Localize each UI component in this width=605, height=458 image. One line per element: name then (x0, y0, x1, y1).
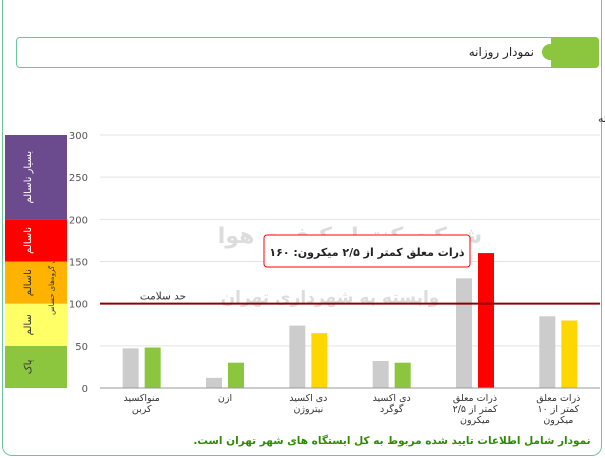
chart-title: شاخص کیفیت هوا در ساعت ۱۱مورخ ۱۳۹۴/۱۰/۰۹… (598, 111, 605, 125)
bar-previous-day[interactable] (372, 361, 389, 388)
x-category-label: ذرات معلق (536, 393, 580, 404)
x-category-label: کمتر از ۲/۵ (453, 404, 498, 415)
aqi-band (5, 135, 67, 220)
x-category-label: دی اکسید (373, 393, 411, 404)
aqi-band-label: ناسالم (23, 227, 34, 254)
y-tick-label: 250 (69, 173, 88, 184)
y-tick-label: 200 (69, 215, 88, 226)
threshold-label: حد سلامت (140, 291, 186, 303)
x-category-label: نیتروژن (293, 404, 323, 415)
y-tick-label: 50 (75, 342, 88, 353)
bar-previous-day[interactable] (122, 348, 139, 388)
y-tick-label: 300 (69, 131, 88, 142)
tooltip-text: ذرات معلق کمتر از ۲/۵ میکرون: ۱۶۰ (269, 246, 465, 259)
bar-previous-day[interactable] (456, 278, 472, 388)
x-category-label: میکرون (543, 415, 573, 426)
aqi-band (5, 219, 67, 262)
bar-current[interactable] (144, 347, 161, 388)
x-category-label: میکرون (460, 415, 490, 426)
x-category-label: ذرات معلق (453, 393, 497, 404)
daily-chart-header[interactable]: نمودار روزانه (16, 37, 599, 68)
aqi-band-sublabel: برای گروه‌های حساس (47, 250, 56, 315)
aqi-band-label: ناسالم (23, 269, 34, 296)
bar-previous-day[interactable] (289, 325, 306, 388)
x-category-label: دی اکسید (289, 393, 327, 404)
x-category-label: ازن (218, 393, 232, 404)
bar-current[interactable] (311, 333, 328, 388)
tooltip-box (263, 234, 471, 268)
bar-current[interactable] (394, 362, 411, 388)
bar-current[interactable] (561, 320, 578, 388)
aqi-band (5, 303, 67, 346)
y-tick-label: 0 (82, 384, 88, 395)
bar-previous-day[interactable] (206, 377, 222, 388)
x-category-label: کمتر از ۱۰ (538, 404, 580, 415)
aqi-band-label: سالم (23, 314, 34, 335)
bar-current[interactable] (228, 362, 244, 388)
y-tick-label: 150 (69, 258, 88, 269)
bar-previous-day[interactable] (539, 316, 556, 388)
x-category-label: منواکسید (123, 393, 159, 404)
x-category-label: گوگرد (380, 403, 404, 415)
x-category-label: کربن (132, 404, 152, 415)
aqi-band (5, 345, 67, 388)
footer-note: نمودار شامل اطلاعات تایید شده مربوط به ک… (193, 434, 590, 447)
aqi-band-label: پاک (23, 359, 34, 374)
watermark-text: وابسته به شهرداری تهران (221, 288, 440, 308)
y-tick-label: 100 (69, 300, 88, 311)
aqi-band (5, 261, 67, 304)
bar-current[interactable] (478, 253, 494, 388)
aqi-band-label: بسیار ناسالم (23, 151, 34, 204)
header-tab (542, 37, 599, 68)
header-title: نمودار روزانه (468, 45, 534, 59)
